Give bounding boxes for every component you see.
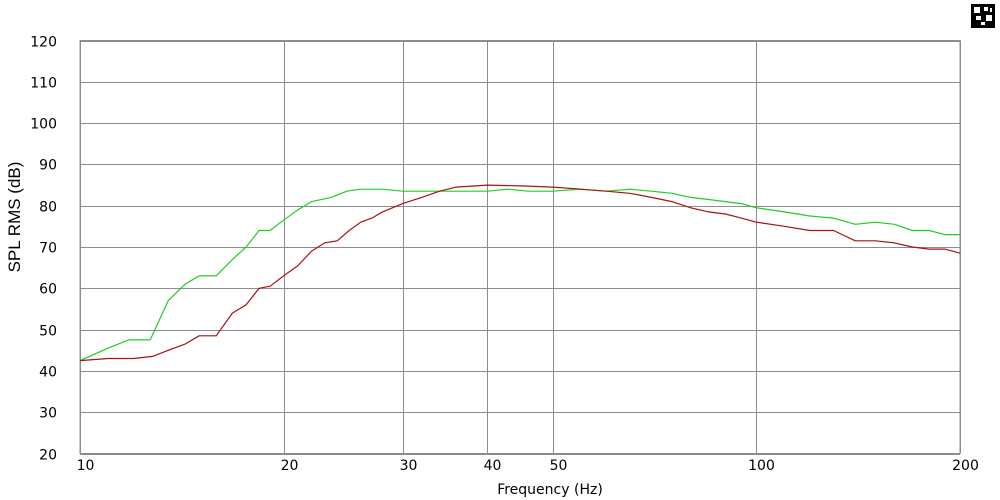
plot-frame	[79, 40, 961, 454]
y-tick-label: 60	[39, 282, 57, 298]
y-tick-label: 120	[30, 35, 57, 51]
y-tick-label: 50	[39, 324, 57, 340]
x-tick-label: 10	[77, 458, 95, 474]
series-line-2	[79, 184, 961, 362]
x-tick-label: 30	[400, 458, 418, 474]
x-tick-label: 20	[281, 458, 299, 474]
y-tick-label: 80	[39, 200, 57, 216]
grid-layer	[80, 40, 961, 455]
x-tick-label: 50	[550, 458, 568, 474]
x-tick-label: 40	[484, 458, 502, 474]
series-layer	[79, 184, 961, 362]
x-tick-label: 200	[952, 458, 979, 474]
x-tick-label: 100	[748, 458, 775, 474]
qr-icon	[971, 4, 995, 28]
y-tick-label: 70	[39, 241, 57, 257]
tick-layer: 120 110 100 90 80 70 60 50 40 30 20 10 20 30 40 50 100 20…	[30, 35, 979, 475]
x-axis-title: Frequency (Hz)	[497, 482, 603, 498]
y-tick-label: 20	[39, 448, 57, 464]
y-tick-label: 30	[39, 406, 57, 422]
series-line-1	[79, 188, 960, 362]
y-tick-label: 90	[39, 158, 57, 174]
y-tick-label: 110	[30, 76, 57, 92]
y-tick-label: 40	[39, 365, 57, 381]
y-tick-label: 100	[30, 117, 57, 133]
y-axis-title: SPL RMS (dB)	[5, 162, 24, 273]
